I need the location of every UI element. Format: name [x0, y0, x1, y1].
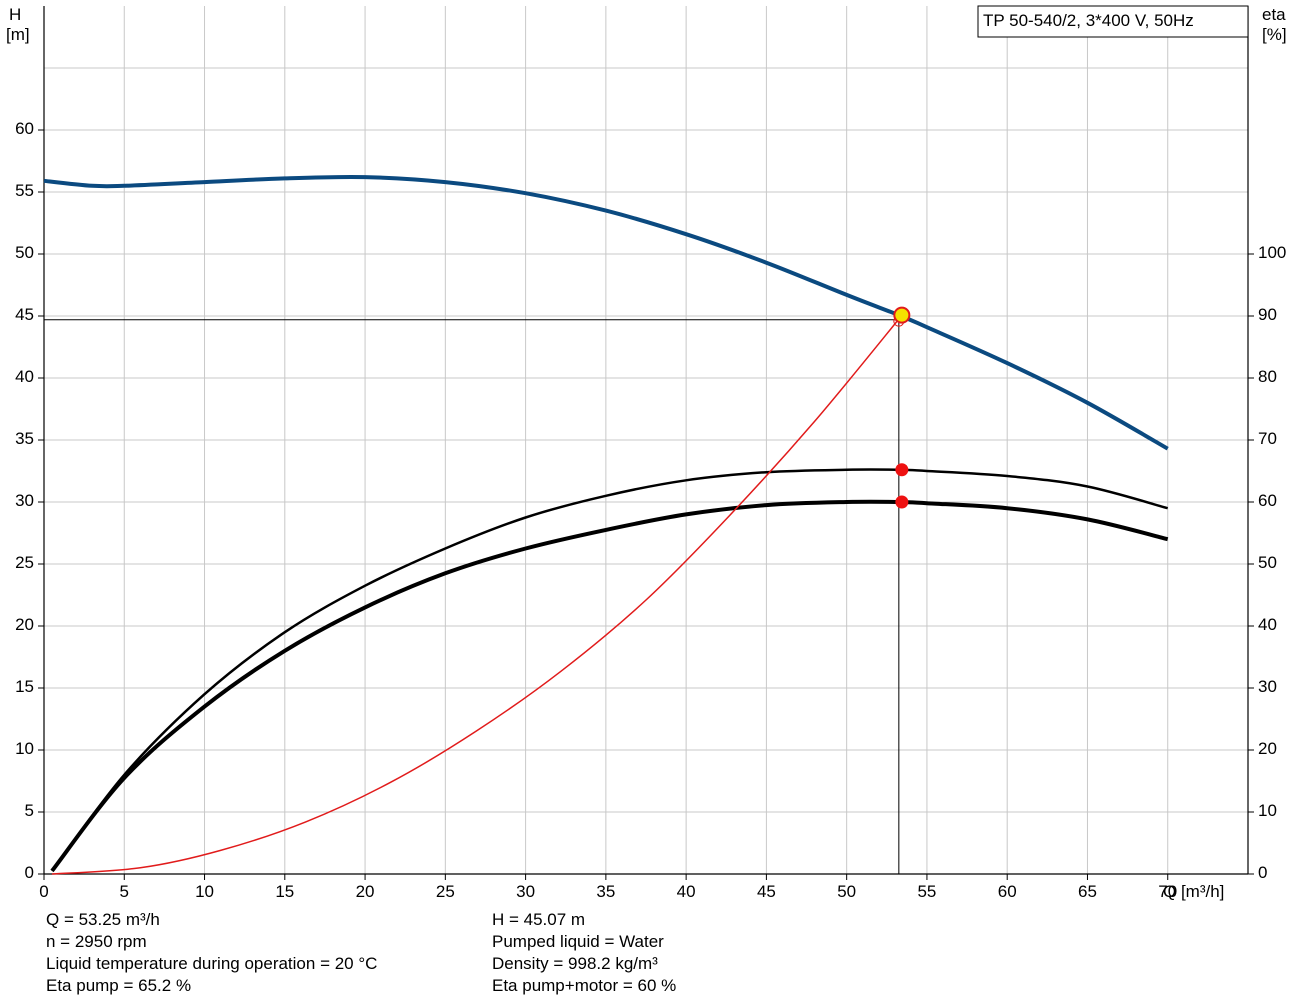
chart-title: TP 50-540/2, 3*400 V, 50Hz — [983, 11, 1194, 30]
eta-total-curve — [50, 499, 1169, 873]
y-right-tick-label: 30 — [1258, 677, 1277, 696]
x-tick-label: 20 — [356, 882, 375, 901]
head-readout: H = 45.07 m — [492, 910, 586, 929]
y-right-tick-label: 40 — [1258, 615, 1277, 634]
y-left-tick-label: 5 — [25, 801, 34, 820]
y-left-tick-label: 50 — [15, 243, 34, 262]
x-tick-label: 0 — [39, 882, 48, 901]
x-axis-label: Q [m³/h] — [1163, 882, 1224, 901]
temperature-readout: Liquid temperature during operation = 20… — [46, 954, 378, 973]
y-left-tick-label: 35 — [15, 429, 34, 448]
eta-pump-readout: Eta pump = 65.2 % — [46, 976, 192, 995]
y-right-label-unit: [%] — [1262, 25, 1287, 44]
y-left-tick-label: 20 — [15, 615, 34, 634]
pump-curve-chart: 0 5 10 15 20 25 30 35 40 45 50 55 60 65 70 0 5 10 15 20 25 30… — [6, 5, 1287, 901]
axis-ticks: 0 5 10 15 20 25 30 35 40 45 50 55 60 65 70 0 5 10 15 20 25 30… — [15, 119, 1286, 901]
y-left-tick-label: 25 — [15, 553, 34, 572]
info-right: H = 45.07 m Pumped liquid = Water Densit… — [492, 909, 676, 997]
x-tick-label: 55 — [917, 882, 936, 901]
density-readout: Density = 998.2 kg/m³ — [492, 954, 658, 973]
y-left-tick-label: 60 — [15, 119, 34, 138]
grid — [44, 6, 1248, 874]
y-left-tick-label: 0 — [25, 863, 34, 882]
x-tick-label: 5 — [120, 882, 129, 901]
x-tick-label: 40 — [677, 882, 696, 901]
duty-point-marker — [893, 306, 911, 324]
eta-total-marker — [895, 495, 909, 509]
info-left: Q = 53.25 m³/h n = 2950 rpm Liquid tempe… — [46, 909, 377, 997]
y-left-tick-label: 15 — [15, 677, 34, 696]
y-right-tick-label: 90 — [1258, 305, 1277, 324]
y-left-tick-label: 30 — [15, 491, 34, 510]
x-tick-label: 70 — [1158, 882, 1177, 901]
y-left-tick-label: 40 — [15, 367, 34, 386]
y-right-tick-label: 10 — [1258, 801, 1277, 820]
series-layer — [43, 174, 1169, 875]
y-left-tick-label: 10 — [15, 739, 34, 758]
y-left-tick-label: 45 — [15, 305, 34, 324]
y-right-tick-label: 80 — [1258, 367, 1277, 386]
head-curve — [43, 174, 1169, 451]
x-tick-label: 10 — [195, 882, 214, 901]
liquid-readout: Pumped liquid = Water — [492, 932, 664, 951]
x-tick-label: 30 — [516, 882, 535, 901]
operating-point-layer — [44, 306, 911, 874]
x-tick-label: 45 — [757, 882, 776, 901]
y-right-tick-label: 100 — [1258, 243, 1286, 262]
title-box: TP 50-540/2, 3*400 V, 50Hz — [977, 5, 1249, 38]
eta-pump-marker — [895, 463, 909, 477]
x-tick-label: 15 — [275, 882, 294, 901]
eta-total-readout: Eta pump+motor = 60 % — [492, 976, 677, 995]
y-left-tick-label: 55 — [15, 181, 34, 200]
x-tick-label: 35 — [596, 882, 615, 901]
x-tick-label: 65 — [1078, 882, 1097, 901]
x-tick-label: 60 — [998, 882, 1017, 901]
y-right-label-name: eta — [1262, 5, 1286, 24]
y-right-tick-label: 70 — [1258, 429, 1277, 448]
y-left-label-unit: [m] — [6, 25, 30, 44]
eta-pump-curve — [51, 468, 1169, 872]
power-curve — [51, 318, 900, 875]
y-right-tick-label: 20 — [1258, 739, 1277, 758]
speed-readout: n = 2950 rpm — [46, 932, 147, 951]
flow-readout: Q = 53.25 m³/h — [46, 910, 160, 929]
y-left-label-name: H — [9, 5, 21, 24]
y-right-tick-label: 60 — [1258, 491, 1277, 510]
x-tick-label: 50 — [837, 882, 856, 901]
y-right-tick-label: 0 — [1258, 863, 1267, 882]
y-right-tick-label: 50 — [1258, 553, 1277, 572]
x-tick-label: 25 — [436, 882, 455, 901]
